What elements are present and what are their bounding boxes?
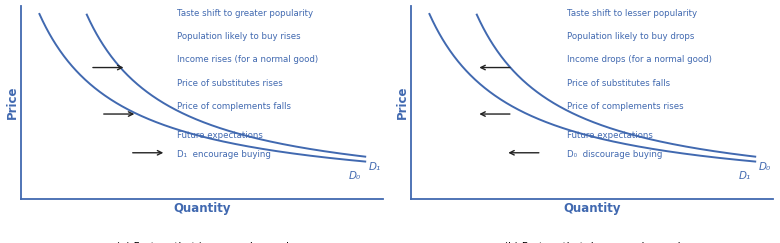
X-axis label: Quantity: Quantity <box>174 202 231 215</box>
Text: Price of complements rises: Price of complements rises <box>567 102 683 111</box>
Text: D₁: D₁ <box>369 163 381 173</box>
Text: Population likely to buy drops: Population likely to buy drops <box>567 32 694 41</box>
Text: D₀: D₀ <box>349 171 360 181</box>
Text: D₀  discourage buying: D₀ discourage buying <box>567 150 662 159</box>
Y-axis label: Price: Price <box>5 86 19 119</box>
Text: D₀: D₀ <box>759 163 771 173</box>
Text: Future expectations: Future expectations <box>567 131 653 140</box>
Y-axis label: Price: Price <box>395 86 409 119</box>
Text: Price of substitutes rises: Price of substitutes rises <box>177 78 282 87</box>
Text: (b) Factors that decrease demand: (b) Factors that decrease demand <box>504 242 681 243</box>
X-axis label: Quantity: Quantity <box>564 202 621 215</box>
Text: Income rises (for a normal good): Income rises (for a normal good) <box>177 55 318 64</box>
Text: D₁  encourage buying: D₁ encourage buying <box>177 150 271 159</box>
Text: Income drops (for a normal good): Income drops (for a normal good) <box>567 55 712 64</box>
Text: (a) Factors that increase demand: (a) Factors that increase demand <box>116 242 289 243</box>
Text: Taste shift to lesser popularity: Taste shift to lesser popularity <box>567 9 697 18</box>
Text: Price of substitutes falls: Price of substitutes falls <box>567 78 670 87</box>
Text: Population likely to buy rises: Population likely to buy rises <box>177 32 300 41</box>
Text: Future expectations: Future expectations <box>177 131 263 140</box>
Text: Price of complements falls: Price of complements falls <box>177 102 291 111</box>
Text: D₁: D₁ <box>739 171 750 181</box>
Text: Taste shift to greater popularity: Taste shift to greater popularity <box>177 9 313 18</box>
